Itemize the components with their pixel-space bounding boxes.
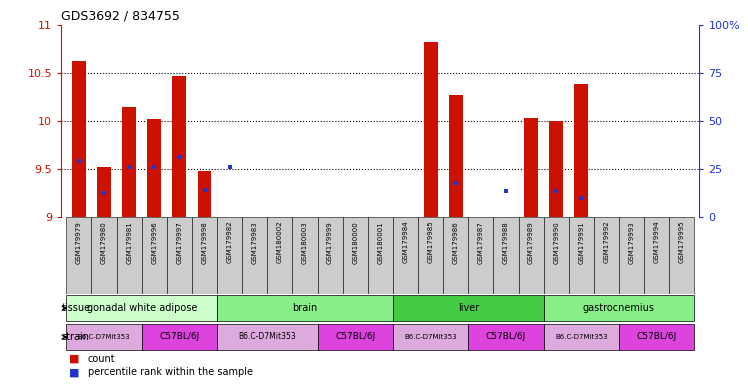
Text: ■: ■	[69, 367, 79, 377]
Bar	[393, 324, 468, 350]
Bar	[67, 324, 141, 350]
Text: B6.C-D7Mit353: B6.C-D7Mit353	[404, 334, 457, 340]
Bar	[318, 217, 343, 294]
Bar	[524, 118, 538, 217]
Bar	[217, 295, 393, 321]
Bar	[544, 295, 694, 321]
Bar	[147, 119, 161, 217]
Bar	[544, 217, 568, 294]
Bar	[141, 217, 167, 294]
Bar	[574, 84, 588, 217]
Bar	[292, 217, 318, 294]
Text: GSM179997: GSM179997	[177, 221, 183, 263]
Text: GSM180001: GSM180001	[377, 221, 384, 263]
Text: tissue: tissue	[61, 303, 91, 313]
Bar	[644, 217, 669, 294]
Text: GSM179987: GSM179987	[478, 221, 484, 263]
Text: C57BL/6J: C57BL/6J	[159, 333, 200, 341]
Bar	[518, 217, 544, 294]
Bar	[549, 121, 563, 217]
Text: count: count	[88, 354, 115, 364]
Bar	[468, 324, 544, 350]
Bar	[91, 217, 117, 294]
Text: gastrocnemius: gastrocnemius	[583, 303, 655, 313]
Text: GSM179986: GSM179986	[453, 221, 459, 263]
Text: GSM179980: GSM179980	[101, 221, 107, 263]
Text: GSM179992: GSM179992	[604, 221, 610, 263]
Text: GSM179990: GSM179990	[554, 221, 560, 263]
Bar	[393, 295, 544, 321]
Bar	[173, 76, 186, 217]
Text: GSM179991: GSM179991	[578, 221, 584, 263]
Text: strain: strain	[61, 332, 89, 342]
Bar	[343, 217, 368, 294]
Text: GSM179984: GSM179984	[402, 221, 408, 263]
Text: C57BL/6J: C57BL/6J	[335, 333, 375, 341]
Text: GSM179982: GSM179982	[227, 221, 233, 263]
Bar	[669, 217, 694, 294]
Text: gonadal white adipose: gonadal white adipose	[87, 303, 197, 313]
Bar	[544, 324, 619, 350]
Bar	[594, 217, 619, 294]
Text: GSM179995: GSM179995	[678, 221, 685, 263]
Bar	[67, 295, 217, 321]
Bar	[418, 217, 443, 294]
Text: GSM179993: GSM179993	[628, 221, 634, 263]
Text: GSM179985: GSM179985	[428, 221, 434, 263]
Text: GSM179996: GSM179996	[151, 221, 157, 263]
Bar	[423, 42, 438, 217]
Bar	[267, 217, 292, 294]
Text: GSM179998: GSM179998	[201, 221, 207, 263]
Text: GSM180003: GSM180003	[302, 221, 308, 263]
Bar	[72, 61, 86, 217]
Text: GSM179983: GSM179983	[252, 221, 258, 263]
Text: percentile rank within the sample: percentile rank within the sample	[88, 367, 253, 377]
Bar	[197, 171, 212, 217]
Text: GSM179994: GSM179994	[654, 221, 660, 263]
Bar	[393, 217, 418, 294]
Bar	[449, 95, 462, 217]
Text: GSM179989: GSM179989	[528, 221, 534, 263]
Bar	[217, 324, 318, 350]
Text: GDS3692 / 834755: GDS3692 / 834755	[61, 9, 180, 22]
Text: GSM180002: GSM180002	[277, 221, 283, 263]
Bar	[141, 324, 217, 350]
Text: GSM179988: GSM179988	[503, 221, 509, 263]
Text: ■: ■	[69, 354, 79, 364]
Text: B6.C-D7Mit353: B6.C-D7Mit353	[239, 333, 296, 341]
Bar	[318, 324, 393, 350]
Bar	[619, 324, 694, 350]
Bar	[97, 167, 111, 217]
Bar	[443, 217, 468, 294]
Text: B6.C-D7Mit353: B6.C-D7Mit353	[78, 334, 130, 340]
Text: GSM179979: GSM179979	[76, 221, 82, 263]
Bar	[117, 217, 141, 294]
Bar	[619, 217, 644, 294]
Text: liver: liver	[458, 303, 479, 313]
Bar	[217, 217, 242, 294]
Bar	[122, 107, 136, 217]
Bar	[468, 217, 494, 294]
Text: GSM180000: GSM180000	[352, 221, 358, 263]
Text: B6.C-D7Mit353: B6.C-D7Mit353	[555, 334, 607, 340]
Bar	[368, 217, 393, 294]
Text: brain: brain	[292, 303, 318, 313]
Text: C57BL/6J: C57BL/6J	[637, 333, 677, 341]
Bar	[167, 217, 192, 294]
Bar	[494, 217, 518, 294]
Text: GSM179981: GSM179981	[126, 221, 132, 263]
Bar	[242, 217, 267, 294]
Text: GSM179999: GSM179999	[327, 221, 333, 263]
Bar	[192, 217, 217, 294]
Bar	[67, 217, 91, 294]
Text: C57BL/6J: C57BL/6J	[486, 333, 526, 341]
Bar	[568, 217, 594, 294]
